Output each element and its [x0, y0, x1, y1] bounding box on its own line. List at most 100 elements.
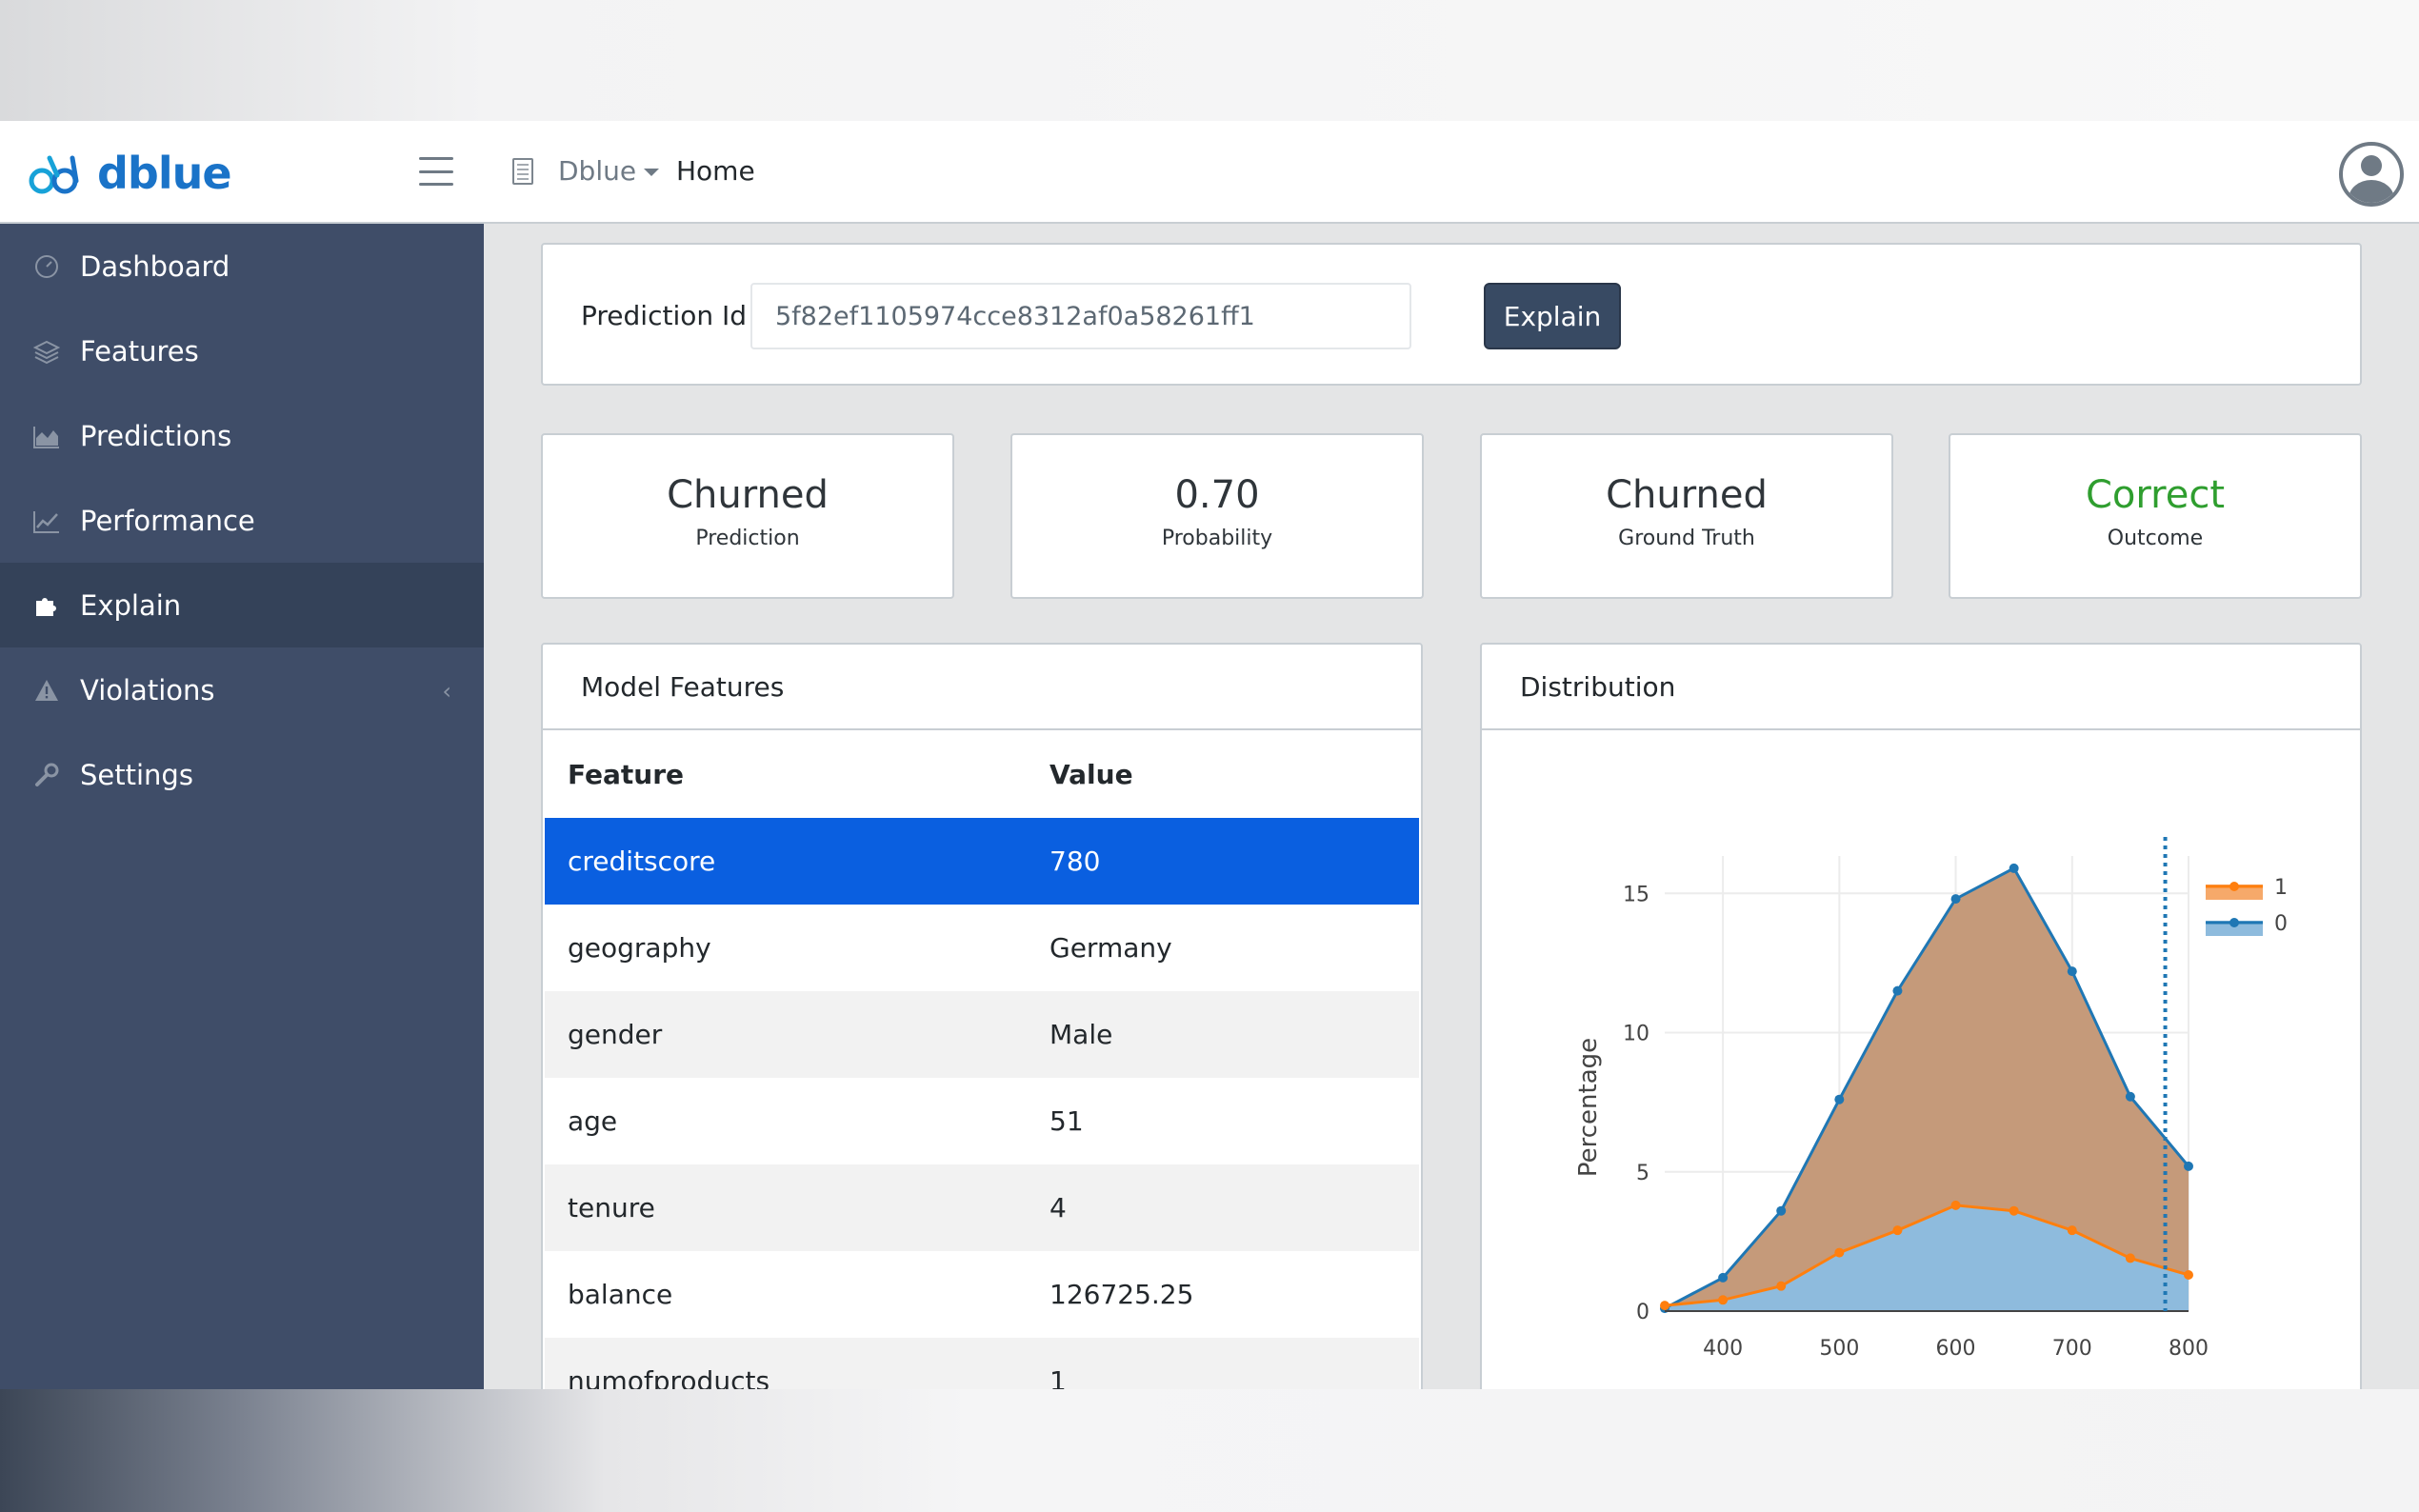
legend-label: 1 — [2274, 876, 2288, 900]
y-tick-label: 15 — [1623, 883, 1649, 906]
explain-button[interactable]: Explain — [1484, 283, 1621, 349]
card-title: Distribution — [1482, 645, 2360, 730]
value-cell: 4 — [1050, 1164, 1419, 1251]
stat-card-outcome: Correct Outcome — [1949, 433, 2362, 599]
app-window: dblue Dblue Home Dashboard Features — [0, 121, 2419, 1389]
value-cell: 51 — [1050, 1105, 1084, 1137]
point-series-1 — [1718, 1295, 1729, 1305]
feature-cell: gender — [545, 991, 1050, 1078]
features-table: Feature Value creditscore 780 geography … — [545, 730, 1419, 1389]
legend-marker — [2229, 918, 2239, 927]
column-header-feature[interactable]: Feature — [568, 758, 684, 790]
stat-value: Correct — [2086, 473, 2225, 517]
legend-marker — [2229, 882, 2239, 891]
table-row[interactable]: gender Male — [545, 991, 1419, 1078]
dblue-logo-icon — [29, 155, 79, 194]
value-cell: 1 — [1050, 1338, 1419, 1389]
x-tick-label: 700 — [2052, 1337, 2092, 1361]
stat-label: Ground Truth — [1618, 527, 1755, 550]
sidebar-item-settings[interactable]: Settings — [0, 732, 484, 817]
stat-value: 0.70 — [1174, 473, 1260, 517]
warning-icon — [32, 676, 61, 705]
sidebar-item-dashboard[interactable]: Dashboard — [0, 224, 484, 308]
card-title: Model Features — [543, 645, 1421, 730]
sidebar-item-predictions[interactable]: Predictions — [0, 393, 484, 478]
feature-cell: balance — [568, 1279, 673, 1310]
sidebar-item-performance[interactable]: Performance — [0, 478, 484, 563]
stat-value: Churned — [667, 473, 829, 517]
wrench-icon — [32, 761, 61, 789]
table-row[interactable]: geography Germany — [545, 905, 1419, 991]
feature-cell: creditscore — [545, 818, 1050, 905]
sidebar-item-label: Explain — [80, 588, 182, 622]
brand-logo[interactable]: dblue — [29, 148, 232, 199]
point-series-0 — [1776, 1205, 1787, 1216]
y-tick-label: 10 — [1623, 1023, 1649, 1046]
x-tick-label: 800 — [2169, 1337, 2209, 1361]
stat-label: Outcome — [2107, 527, 2204, 550]
point-series-1 — [2067, 1225, 2077, 1236]
home-link[interactable]: Home — [676, 155, 755, 187]
feature-cell: numofproducts — [545, 1338, 1050, 1389]
y-axis-label: Percentage — [1574, 1038, 1603, 1177]
point-series-0 — [1718, 1272, 1729, 1283]
point-series-1 — [1776, 1281, 1787, 1291]
layers-icon — [32, 337, 61, 366]
distribution-card: Distribution 400 500 600 700 800 0 5 10 15 Percen… — [1480, 643, 2362, 1389]
stat-card-ground-truth: Churned Ground Truth — [1480, 433, 1893, 599]
sidebar-toggle-icon[interactable] — [419, 157, 453, 186]
stat-card-probability: 0.70 Probability — [1010, 433, 1424, 599]
area-chart-icon — [32, 422, 61, 450]
chevron-left-icon[interactable]: ‹ — [442, 678, 451, 705]
table-row[interactable]: age 51 — [545, 1078, 1419, 1164]
point-series-1 — [2125, 1253, 2135, 1263]
prediction-id-input[interactable]: 5f82ef1105974cce8312af0a58261ff1 — [750, 283, 1411, 349]
point-series-0 — [2184, 1161, 2193, 1171]
sidebar-item-label: Predictions — [80, 419, 232, 452]
x-tick-label: 500 — [1819, 1337, 1859, 1361]
sidebar-item-label: Dashboard — [80, 249, 230, 283]
line-series-1 — [1664, 1204, 2189, 1307]
user-avatar-icon[interactable] — [2339, 142, 2404, 207]
org-dropdown[interactable]: Dblue — [512, 155, 660, 187]
feature-cell: geography — [568, 932, 711, 964]
area-series-1 — [1665, 1204, 2189, 1311]
prediction-id-label: Prediction Id — [581, 300, 748, 331]
point-series-0 — [1892, 985, 1903, 996]
legend-swatch — [2206, 885, 2263, 900]
table-row[interactable]: creditscore 780 — [545, 818, 1419, 905]
sidebar-item-violations[interactable]: Violations ‹ — [0, 647, 484, 732]
main-content: Prediction Id 5f82ef1105974cce8312af0a58… — [484, 224, 2419, 1389]
value-cell: Male — [1050, 991, 1419, 1078]
stat-label: Prediction — [695, 527, 800, 550]
point-series-1 — [1950, 1200, 1961, 1210]
building-icon — [512, 157, 533, 185]
brand-name: dblue — [97, 148, 232, 199]
sidebar-item-label: Performance — [80, 504, 255, 537]
feature-cell: age — [568, 1105, 618, 1137]
point-series-1 — [2184, 1269, 2193, 1280]
line-chart-icon — [32, 507, 61, 535]
point-series-1 — [1660, 1301, 1669, 1311]
x-tick-label: 600 — [1936, 1337, 1976, 1361]
column-header-value[interactable]: Value — [1050, 758, 1133, 790]
table-row[interactable]: numofproducts 1 — [545, 1338, 1419, 1389]
sidebar-item-features[interactable]: Features — [0, 308, 484, 393]
legend-label: 0 — [2274, 912, 2288, 936]
feature-cell: tenure — [545, 1164, 1050, 1251]
sidebar-item-explain[interactable]: Explain — [0, 563, 484, 647]
stat-label: Probability — [1161, 527, 1273, 550]
table-row[interactable]: balance 126725.25 — [545, 1251, 1419, 1338]
table-row[interactable]: tenure 4 — [545, 1164, 1419, 1251]
line-series-0 — [1664, 865, 2190, 1310]
stat-card-prediction: Churned Prediction — [541, 433, 954, 599]
point-series-0 — [2067, 966, 2077, 977]
model-features-card: Model Features Feature Value creditscore… — [541, 643, 1423, 1389]
value-cell: 780 — [1050, 818, 1419, 905]
distribution-chart-area: 400 500 600 700 800 0 5 10 15 Percentage 1 0 — [1482, 732, 2362, 1389]
point-series-0 — [1950, 894, 1961, 905]
org-name: Dblue — [558, 155, 637, 187]
point-series-0 — [2125, 1091, 2135, 1102]
sidebar: Dashboard Features Predictions Performan… — [0, 224, 484, 1389]
